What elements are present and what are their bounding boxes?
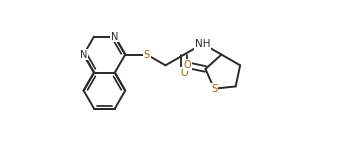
Text: N: N (111, 32, 119, 42)
Text: NH: NH (195, 39, 211, 49)
Text: O: O (184, 60, 191, 70)
Text: N: N (80, 50, 87, 60)
Text: S: S (211, 84, 217, 94)
Text: S: S (144, 50, 150, 60)
Text: O: O (180, 68, 188, 78)
